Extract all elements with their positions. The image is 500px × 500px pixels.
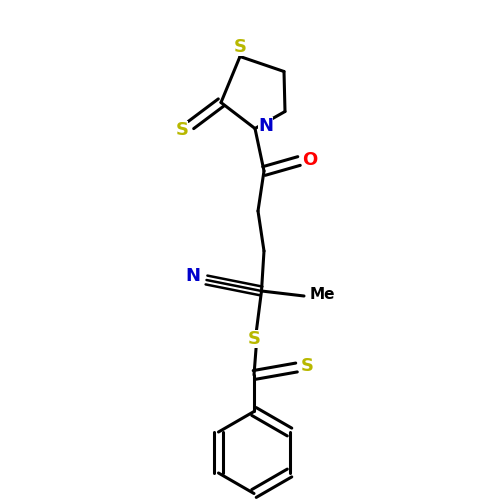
Text: N: N xyxy=(185,267,200,285)
Text: O: O xyxy=(302,151,318,169)
Text: N: N xyxy=(258,117,274,135)
Text: S: S xyxy=(176,121,188,139)
Text: S: S xyxy=(301,357,314,375)
Text: S: S xyxy=(248,330,260,348)
Text: Me: Me xyxy=(310,287,336,302)
Text: S: S xyxy=(234,38,246,56)
